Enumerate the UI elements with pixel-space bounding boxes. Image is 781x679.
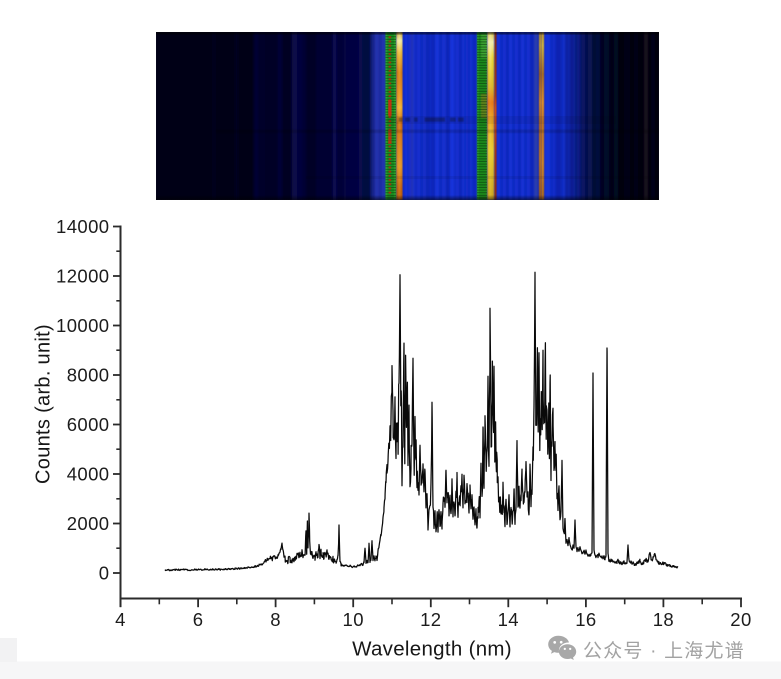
svg-text:6: 6 [193,609,204,630]
svg-text:6000: 6000 [67,414,110,435]
svg-text:18: 18 [653,609,674,630]
svg-text:4: 4 [115,609,126,630]
svg-text:公众号 · 上海尤谱: 公众号 · 上海尤谱 [583,640,745,662]
svg-text:12000: 12000 [56,266,109,287]
svg-text:10000: 10000 [56,315,109,336]
svg-text:12: 12 [420,609,441,630]
svg-text:20: 20 [730,609,751,630]
svg-text:10: 10 [343,609,364,630]
svg-text:4000: 4000 [67,464,110,485]
svg-text:Counts (arb. unit): Counts (arb. unit) [33,324,55,484]
svg-text:8: 8 [270,609,281,630]
svg-text:14000: 14000 [56,216,109,237]
svg-text:0: 0 [99,563,110,584]
svg-text:16: 16 [575,609,596,630]
svg-text:14: 14 [498,609,519,630]
svg-text:Wavelength (nm): Wavelength (nm) [352,638,512,661]
svg-text:2000: 2000 [67,513,110,534]
svg-text:8000: 8000 [67,365,110,386]
